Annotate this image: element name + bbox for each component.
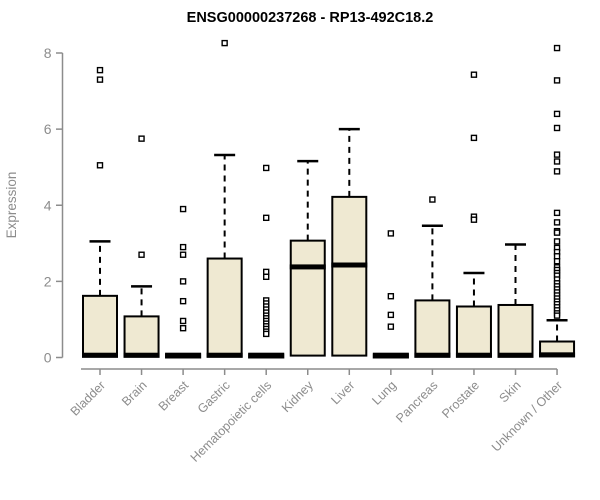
outlier-point (470, 134, 478, 142)
box-group-lung (372, 230, 409, 359)
outlier-point (553, 229, 561, 236)
box-group-liver (331, 127, 368, 357)
outlier-point (263, 214, 270, 222)
median-line (206, 352, 243, 358)
outlier-point (553, 151, 561, 158)
box-group-bladder (82, 66, 118, 358)
outlier-point (429, 196, 436, 203)
outlier-point (553, 312, 561, 319)
outlier-point (387, 230, 395, 237)
box-group-pancreas (414, 196, 451, 358)
outlier-point (553, 44, 561, 52)
outlier-point (553, 77, 561, 84)
outlier-point (553, 219, 561, 226)
outlier-point (553, 158, 561, 165)
outlier-point (470, 216, 478, 223)
chart-title: ENSG00000237268 - RP13-492C18.2 (187, 10, 434, 26)
outlier-point (387, 323, 395, 330)
median-line (539, 352, 576, 358)
x-tick-label: Breast (156, 378, 192, 414)
outlier-point (179, 278, 187, 285)
y-tick-label: 0 (44, 350, 52, 366)
outlier-point (179, 243, 187, 251)
y-tick-label: 2 (44, 273, 52, 289)
x-tick-label: Pancreas (393, 378, 440, 425)
median-line (455, 352, 492, 358)
outlier-point (387, 293, 395, 300)
box-rect (455, 305, 492, 358)
outlier-point (179, 205, 187, 213)
outlier-point (553, 209, 561, 217)
outlier-point (470, 71, 478, 78)
box-rect (497, 303, 534, 358)
x-tick-label: Prostate (439, 378, 482, 421)
x-tick-label: Unknown / Other (489, 378, 565, 454)
outlier-point (221, 39, 228, 47)
outlier-point (138, 251, 145, 258)
outlier-point (263, 273, 270, 281)
x-tick-label: Bladder (68, 378, 108, 418)
median-line (82, 352, 118, 358)
outlier-point (179, 251, 187, 258)
median-line (497, 352, 534, 358)
median-line (372, 353, 409, 359)
x-tick-label: Lung (369, 378, 399, 408)
outlier-point (96, 66, 104, 74)
box-group-brain (123, 135, 160, 358)
box-rect (123, 315, 160, 358)
box-group-gastric (206, 39, 243, 358)
x-tick-label: Skin (497, 378, 524, 405)
outlier-point (138, 135, 145, 142)
y-tick-label: 6 (44, 121, 52, 137)
y-axis-label: Expression (4, 172, 19, 239)
y-tick-label: 4 (44, 197, 52, 213)
box-rect (289, 239, 326, 357)
box-group-kidney (289, 159, 326, 357)
outlier-point (263, 330, 270, 338)
outlier-point (387, 311, 395, 319)
outlier-point (553, 238, 561, 245)
plot-area (82, 39, 576, 359)
median-line (248, 353, 285, 359)
box-rect (414, 299, 451, 358)
box-group-hematopoietic-cells (248, 164, 285, 359)
median-line (289, 264, 326, 270)
outlier-point (263, 164, 270, 172)
box-group-skin (497, 243, 534, 358)
outlier-point (553, 168, 561, 175)
outlier-point (553, 258, 561, 265)
median-line (331, 262, 368, 268)
outlier-point (179, 317, 187, 325)
box-rect (82, 294, 118, 358)
box-group-prostate (455, 71, 492, 358)
outlier-point (179, 297, 187, 305)
median-line (165, 353, 202, 359)
y-tick-label: 8 (44, 45, 52, 61)
x-tick-label: Liver (328, 378, 357, 407)
outlier-point (96, 162, 104, 169)
x-tick-label: Hematopoietic cells (188, 378, 275, 465)
box-group-breast (165, 205, 202, 359)
x-tick-label: Kidney (279, 378, 316, 415)
median-line (414, 352, 451, 358)
outlier-point (553, 124, 561, 132)
box-rect (206, 257, 243, 358)
box-group-unknown-other (539, 44, 576, 358)
outlier-point (553, 110, 561, 118)
outlier-point (179, 324, 187, 332)
x-tick-label: Gastric (195, 378, 233, 416)
median-line (123, 352, 160, 358)
outlier-point (96, 76, 104, 83)
box-rect (331, 195, 368, 357)
x-tick-label: Brain (119, 378, 150, 409)
